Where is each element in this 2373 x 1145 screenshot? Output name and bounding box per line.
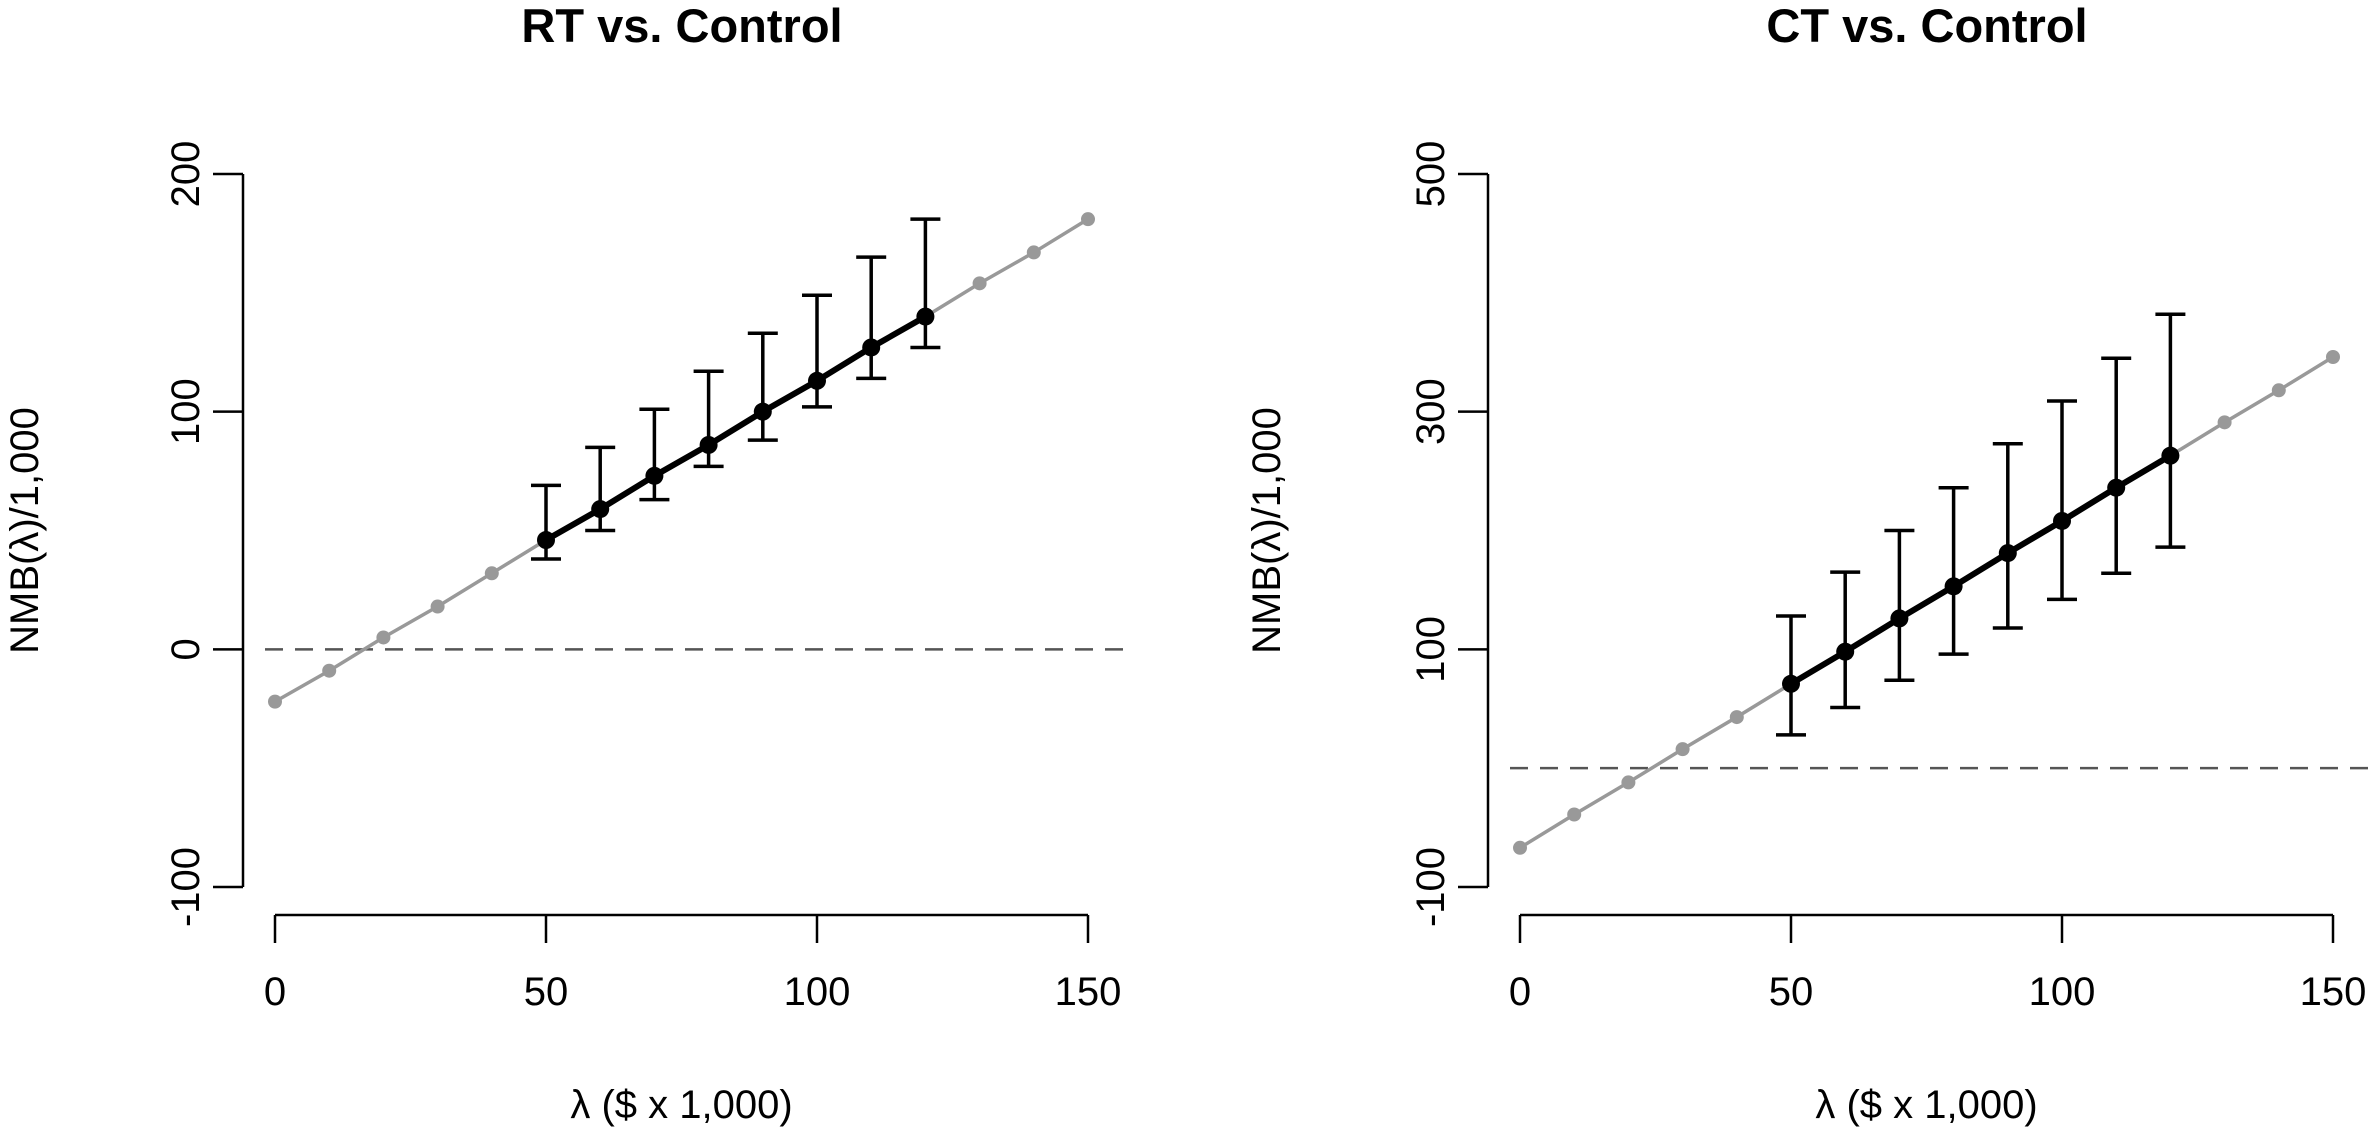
data-point-black — [645, 466, 664, 485]
y-tick-label: 300 — [1409, 378, 1453, 445]
y-tick-label: 0 — [164, 638, 208, 660]
data-point-gray — [1081, 212, 1095, 227]
y-tick-label: -100 — [164, 847, 208, 927]
data-point-gray — [2217, 415, 2232, 430]
data-point-black — [1944, 577, 1963, 596]
x-tick-label: 150 — [2300, 970, 2367, 1014]
data-point-gray — [1621, 775, 1636, 790]
data-point-black — [753, 402, 772, 421]
data-point-black — [591, 500, 610, 519]
y-axis-label: NMB(λ)/1,000 — [1245, 407, 1289, 654]
data-point-black — [1782, 674, 1800, 693]
y-tick-label: -100 — [1409, 847, 1453, 927]
data-point-black — [862, 338, 881, 357]
series-line-black — [544, 313, 927, 543]
data-point-black — [916, 307, 935, 326]
data-point-gray — [2271, 383, 2286, 398]
x-tick-label: 100 — [784, 970, 851, 1014]
chart-panel-2: CT vs. Control -100 100 300 500 0 50 100 150 λ ($… — [1245, 0, 2373, 1127]
data-point-black — [2053, 511, 2071, 530]
data-point-black — [537, 531, 555, 550]
data-point-gray — [1026, 245, 1041, 260]
data-point-black — [2107, 478, 2126, 497]
data-point-black — [1836, 642, 1855, 661]
data-point-gray — [1567, 807, 1582, 822]
data-point-gray — [2326, 350, 2340, 365]
x-axis-label: λ ($ x 1,000) — [570, 1083, 792, 1127]
y-tick-label: 100 — [1409, 616, 1453, 683]
chart-title: RT vs. Control — [521, 0, 842, 52]
chart-title: CT vs. Control — [1766, 0, 2087, 52]
data-point-black — [1998, 544, 2017, 563]
series-line-black — [1789, 453, 2172, 687]
x-tick-label: 100 — [2029, 970, 2096, 1014]
data-point-gray — [484, 566, 499, 581]
y-tick-label: 100 — [164, 378, 208, 445]
data-point-gray — [268, 694, 282, 709]
data-point-gray — [376, 630, 391, 645]
x-tick-label: 150 — [1055, 970, 1122, 1014]
data-point-black — [808, 371, 826, 390]
x-tick-label: 0 — [264, 970, 286, 1014]
data-point-gray — [322, 663, 337, 678]
data-point-black — [1890, 609, 1909, 628]
data-point-gray — [1513, 840, 1527, 855]
data-point-gray — [430, 599, 445, 614]
data-point-black — [2161, 446, 2180, 465]
data-point-gray — [1675, 742, 1690, 757]
data-point-gray — [1729, 710, 1744, 725]
x-tick-label: 50 — [524, 970, 569, 1014]
chart-panel-1: RT vs. Control -100 0 100 200 0 50 100 150 λ ($ x… — [3, 0, 1123, 1127]
y-tick-label: 200 — [164, 141, 208, 208]
x-axis-label: λ ($ x 1,000) — [1815, 1083, 2037, 1127]
x-tick-label: 0 — [1509, 970, 1531, 1014]
data-point-gray — [972, 276, 987, 291]
y-axis-label: NMB(λ)/1,000 — [3, 407, 47, 654]
data-point-black — [699, 435, 718, 454]
y-tick-label: 500 — [1409, 141, 1453, 208]
x-tick-label: 50 — [1769, 970, 1814, 1014]
